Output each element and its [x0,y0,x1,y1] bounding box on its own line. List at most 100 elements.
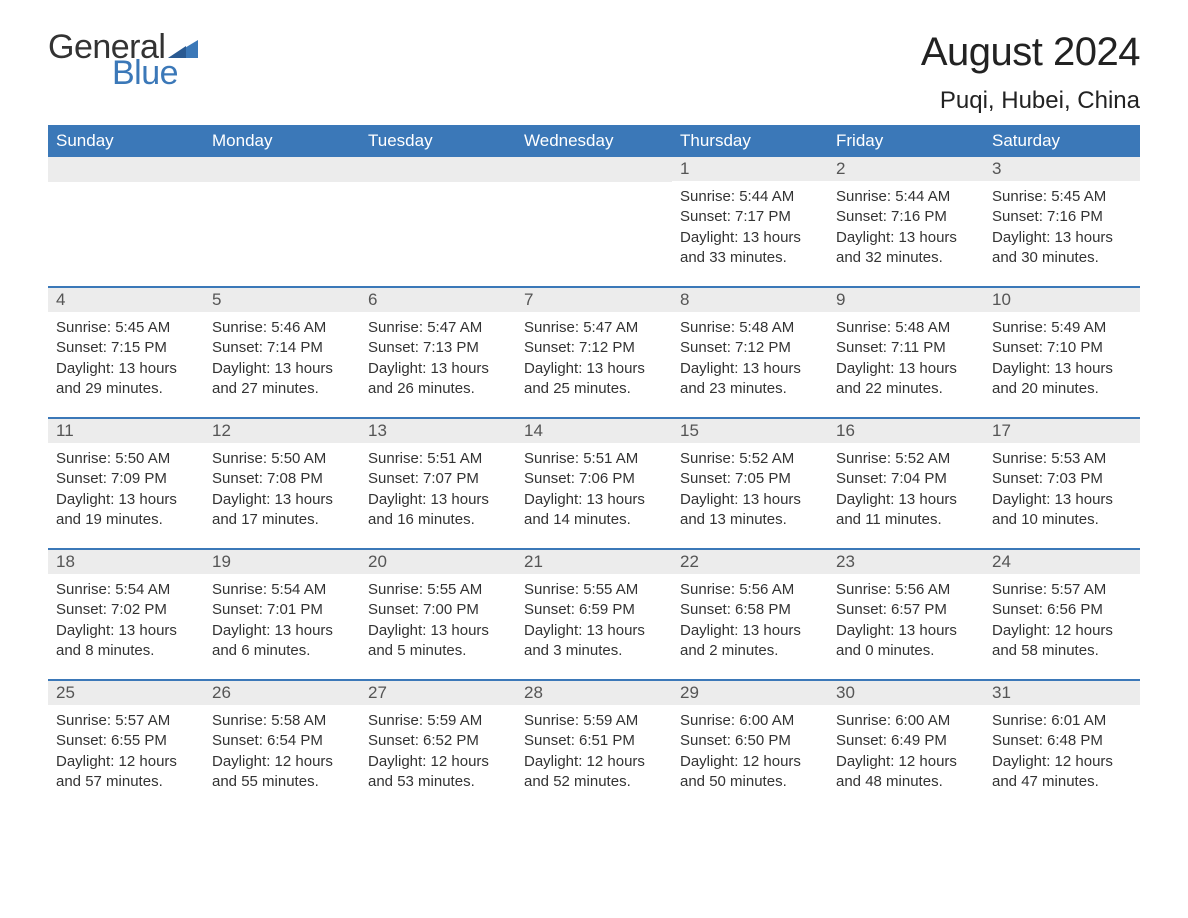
day-number: 27 [360,681,516,705]
weekday-header-row: SundayMondayTuesdayWednesdayThursdayFrid… [48,125,1140,157]
daylight-line: Daylight: 13 hours and 3 minutes. [524,621,664,662]
day-cell: 13Sunrise: 5:51 AMSunset: 7:07 PMDayligh… [360,419,516,534]
daylight-line: Daylight: 13 hours and 19 minutes. [56,490,196,531]
day-number: 1 [672,157,828,181]
day-cell [204,157,360,272]
daylight-line: Daylight: 13 hours and 16 minutes. [368,490,508,531]
daylight-line: Daylight: 13 hours and 20 minutes. [992,359,1132,400]
day-number: 21 [516,550,672,574]
daylight-line: Daylight: 13 hours and 27 minutes. [212,359,352,400]
day-body: Sunrise: 5:50 AMSunset: 7:08 PMDaylight:… [204,443,360,534]
day-body: Sunrise: 5:58 AMSunset: 6:54 PMDaylight:… [204,705,360,796]
day-cell: 5Sunrise: 5:46 AMSunset: 7:14 PMDaylight… [204,288,360,403]
day-body: Sunrise: 5:49 AMSunset: 7:10 PMDaylight:… [984,312,1140,403]
calendar: SundayMondayTuesdayWednesdayThursdayFrid… [48,125,1140,796]
day-body: Sunrise: 5:48 AMSunset: 7:11 PMDaylight:… [828,312,984,403]
logo-text-blue: Blue [112,56,198,90]
week-row: 25Sunrise: 5:57 AMSunset: 6:55 PMDayligh… [48,679,1140,796]
sunset-line: Sunset: 7:13 PM [368,338,508,358]
day-body: Sunrise: 5:46 AMSunset: 7:14 PMDaylight:… [204,312,360,403]
daylight-line: Daylight: 12 hours and 50 minutes. [680,752,820,793]
day-cell: 21Sunrise: 5:55 AMSunset: 6:59 PMDayligh… [516,550,672,665]
sunset-line: Sunset: 6:54 PM [212,731,352,751]
day-number: 12 [204,419,360,443]
day-number: 7 [516,288,672,312]
day-cell: 25Sunrise: 5:57 AMSunset: 6:55 PMDayligh… [48,681,204,796]
day-cell: 28Sunrise: 5:59 AMSunset: 6:51 PMDayligh… [516,681,672,796]
day-cell [360,157,516,272]
daylight-line: Daylight: 13 hours and 23 minutes. [680,359,820,400]
daylight-line: Daylight: 13 hours and 8 minutes. [56,621,196,662]
sunrise-line: Sunrise: 6:00 AM [680,711,820,731]
day-number: 15 [672,419,828,443]
daylight-line: Daylight: 13 hours and 0 minutes. [836,621,976,662]
sunrise-line: Sunrise: 5:54 AM [212,580,352,600]
day-number: 16 [828,419,984,443]
daylight-line: Daylight: 13 hours and 6 minutes. [212,621,352,662]
sunset-line: Sunset: 6:59 PM [524,600,664,620]
daylight-line: Daylight: 12 hours and 53 minutes. [368,752,508,793]
day-number: 6 [360,288,516,312]
title-block: August 2024 Puqi, Hubei, China [921,30,1140,115]
sunrise-line: Sunrise: 5:51 AM [368,449,508,469]
day-body: Sunrise: 5:47 AMSunset: 7:13 PMDaylight:… [360,312,516,403]
day-cell: 19Sunrise: 5:54 AMSunset: 7:01 PMDayligh… [204,550,360,665]
weekday-header: Saturday [984,125,1140,157]
daylight-line: Daylight: 13 hours and 13 minutes. [680,490,820,531]
day-number: 5 [204,288,360,312]
sunset-line: Sunset: 7:12 PM [524,338,664,358]
sunset-line: Sunset: 7:02 PM [56,600,196,620]
sunrise-line: Sunrise: 5:44 AM [836,187,976,207]
day-body: Sunrise: 5:56 AMSunset: 6:58 PMDaylight:… [672,574,828,665]
day-number: 9 [828,288,984,312]
day-body: Sunrise: 5:45 AMSunset: 7:16 PMDaylight:… [984,181,1140,272]
sunrise-line: Sunrise: 5:54 AM [56,580,196,600]
daylight-line: Daylight: 13 hours and 26 minutes. [368,359,508,400]
weekday-header: Wednesday [516,125,672,157]
sunrise-line: Sunrise: 5:50 AM [56,449,196,469]
week-row: 18Sunrise: 5:54 AMSunset: 7:02 PMDayligh… [48,548,1140,665]
sunrise-line: Sunrise: 5:48 AM [680,318,820,338]
sunrise-line: Sunrise: 5:51 AM [524,449,664,469]
daylight-line: Daylight: 13 hours and 17 minutes. [212,490,352,531]
day-body: Sunrise: 5:51 AMSunset: 7:07 PMDaylight:… [360,443,516,534]
day-body: Sunrise: 6:00 AMSunset: 6:50 PMDaylight:… [672,705,828,796]
day-body: Sunrise: 6:01 AMSunset: 6:48 PMDaylight:… [984,705,1140,796]
weekday-header: Sunday [48,125,204,157]
sunset-line: Sunset: 6:56 PM [992,600,1132,620]
daylight-line: Daylight: 13 hours and 10 minutes. [992,490,1132,531]
day-body: Sunrise: 5:56 AMSunset: 6:57 PMDaylight:… [828,574,984,665]
day-cell: 15Sunrise: 5:52 AMSunset: 7:05 PMDayligh… [672,419,828,534]
day-body: Sunrise: 5:59 AMSunset: 6:52 PMDaylight:… [360,705,516,796]
day-cell: 24Sunrise: 5:57 AMSunset: 6:56 PMDayligh… [984,550,1140,665]
day-cell: 10Sunrise: 5:49 AMSunset: 7:10 PMDayligh… [984,288,1140,403]
day-body: Sunrise: 5:44 AMSunset: 7:16 PMDaylight:… [828,181,984,272]
day-body: Sunrise: 5:55 AMSunset: 7:00 PMDaylight:… [360,574,516,665]
day-cell: 12Sunrise: 5:50 AMSunset: 7:08 PMDayligh… [204,419,360,534]
sunrise-line: Sunrise: 5:48 AM [836,318,976,338]
logo: General Blue [48,30,198,90]
sunrise-line: Sunrise: 5:49 AM [992,318,1132,338]
day-cell: 2Sunrise: 5:44 AMSunset: 7:16 PMDaylight… [828,157,984,272]
day-body: Sunrise: 5:55 AMSunset: 6:59 PMDaylight:… [516,574,672,665]
sunset-line: Sunset: 7:07 PM [368,469,508,489]
daylight-line: Daylight: 12 hours and 48 minutes. [836,752,976,793]
weeks-container: 1 Sunrise: 5:44 AM Sunset: 7:17 PM Daylight… [48,157,1140,796]
sunrise-line: Sunrise: 5:47 AM [524,318,664,338]
daylight-line: Daylight: 12 hours and 47 minutes. [992,752,1132,793]
day-number: 10 [984,288,1140,312]
day-cell [48,157,204,272]
daylight-line: Daylight: 12 hours and 58 minutes. [992,621,1132,662]
day-body: Sunrise: 6:00 AMSunset: 6:49 PMDaylight:… [828,705,984,796]
day-number: 25 [48,681,204,705]
day-body: Sunrise: 5:47 AMSunset: 7:12 PMDaylight:… [516,312,672,403]
sunset-line: Sunset: 7:17 PM [680,207,820,227]
day-body: Sunrise: 5:53 AMSunset: 7:03 PMDaylight:… [984,443,1140,534]
sunset-line: Sunset: 6:51 PM [524,731,664,751]
weekday-header: Tuesday [360,125,516,157]
day-number: 18 [48,550,204,574]
day-number: 8 [672,288,828,312]
day-cell: 30Sunrise: 6:00 AMSunset: 6:49 PMDayligh… [828,681,984,796]
sunset-line: Sunset: 6:55 PM [56,731,196,751]
sunrise-line: Sunrise: 5:53 AM [992,449,1132,469]
